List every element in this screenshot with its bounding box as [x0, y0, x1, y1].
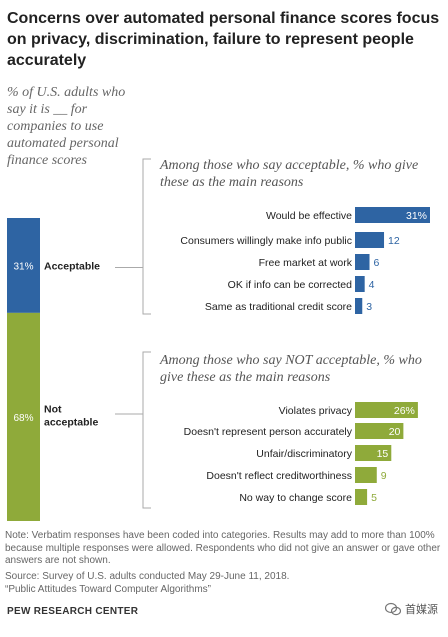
acceptable-category-label: Same as traditional credit score [205, 301, 352, 313]
not-acceptable-reasons-heading: Among those who say NOT acceptable, % wh… [160, 353, 422, 385]
stack-category-label: acceptable [44, 416, 98, 428]
not-acceptable-bar [355, 467, 377, 483]
acceptable-value-label: 6 [374, 257, 380, 269]
stack-segment-acceptable [7, 218, 40, 313]
acceptable-category-label: Free market at work [259, 257, 353, 269]
watermark: 首媒源 [385, 601, 438, 617]
acceptable-category-label: OK if info can be corrected [228, 279, 352, 291]
acceptable-category-label: Would be effective [266, 210, 352, 222]
not-acceptable-value-label: 20 [389, 426, 401, 438]
acceptable-value-label: 12 [388, 235, 400, 247]
source-line-2: “Public Attitudes Toward Computer Algori… [5, 583, 212, 595]
acceptable-bar [355, 207, 430, 223]
watermark-text: 首媒源 [405, 604, 438, 616]
not-acceptable-category-label: Doesn't represent person accurately [184, 426, 353, 438]
acceptable-value-label: 3 [366, 301, 372, 313]
acceptable-bar [355, 254, 370, 270]
stack-value-label: 31% [13, 261, 33, 272]
acceptable-bar [355, 276, 365, 292]
not-acceptable-bar [355, 423, 404, 439]
source-line-1: Source: Survey of U.S. adults conducted … [5, 571, 290, 582]
not-acceptable-bar [355, 489, 368, 505]
acceptable-reasons-heading: Among those who say acceptable, % who gi… [160, 158, 419, 190]
not-acceptable-value-label: 9 [381, 470, 387, 482]
not-acceptable-bar [355, 445, 392, 461]
not-acceptable-bracket [142, 351, 151, 509]
acceptable-bracket [142, 158, 151, 315]
chart-subtitle: % of U.S. adults who say it is __ for co… [7, 85, 126, 168]
stack-segment-not-acceptable [7, 312, 40, 521]
chart-note: Note: Verbatim responses have been coded… [5, 530, 441, 567]
not-acceptable-category-label: Doesn't reflect creditworthiness [206, 470, 352, 482]
not-acceptable-category-label: No way to change score [239, 492, 352, 504]
stack-category-label: Not [44, 403, 62, 415]
acceptable-bar [355, 232, 385, 248]
not-acceptable-category-label: Violates privacy [279, 405, 353, 417]
not-acceptable-value-label: 26% [394, 405, 415, 417]
chart-title: Concerns over automated personal finance… [7, 10, 440, 69]
wechat-icon [385, 602, 401, 616]
acceptable-value-label: 31% [406, 210, 427, 222]
not-acceptable-category-label: Unfair/discriminatory [256, 448, 352, 460]
not-acceptable-bar [355, 402, 418, 418]
not-acceptable-value-label: 15 [377, 448, 389, 460]
stack-category-label: Acceptable [44, 260, 100, 272]
acceptable-bar [355, 298, 363, 314]
chart-source: Source: Survey of U.S. adults conducted … [5, 571, 443, 596]
acceptable-category-label: Consumers willingly make info public [180, 235, 352, 247]
org-name: PEW RESEARCH CENTER [7, 606, 139, 617]
not-acceptable-value-label: 5 [371, 492, 377, 504]
acceptable-value-label: 4 [369, 279, 375, 291]
stack-value-label: 68% [13, 413, 33, 424]
